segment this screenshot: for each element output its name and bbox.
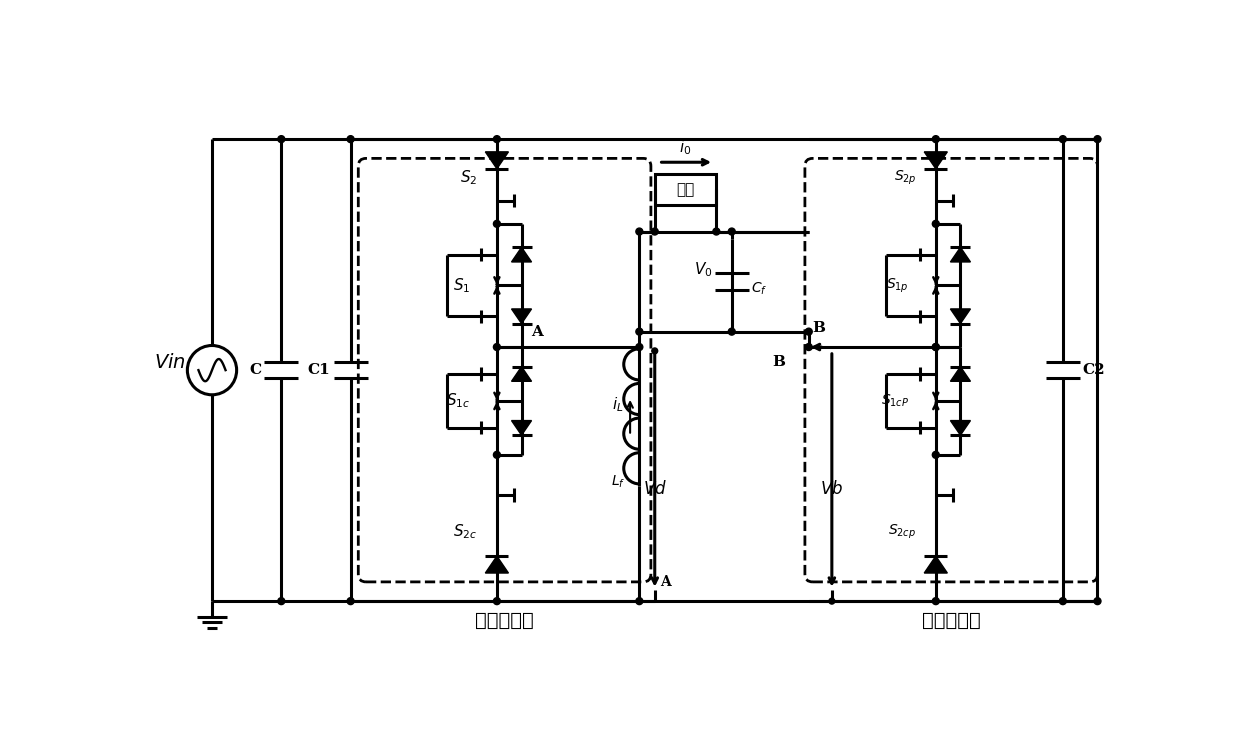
Circle shape bbox=[932, 135, 939, 143]
Circle shape bbox=[1059, 598, 1066, 604]
Circle shape bbox=[652, 348, 657, 354]
Text: $S_{2cp}$: $S_{2cp}$ bbox=[889, 523, 916, 541]
Circle shape bbox=[1094, 135, 1101, 143]
Circle shape bbox=[728, 228, 735, 235]
Text: $L_f$: $L_f$ bbox=[611, 474, 625, 490]
Circle shape bbox=[494, 598, 501, 604]
Polygon shape bbox=[950, 367, 971, 381]
Text: $V_0$: $V_0$ bbox=[694, 261, 713, 280]
Circle shape bbox=[278, 598, 285, 604]
Text: $\it{i}_0$: $\it{i}_0$ bbox=[680, 138, 692, 157]
Circle shape bbox=[494, 451, 501, 459]
Text: $\it{Vd}$: $\it{Vd}$ bbox=[644, 481, 667, 498]
Circle shape bbox=[494, 135, 501, 143]
Text: $S_{1c}$: $S_{1c}$ bbox=[445, 392, 470, 410]
Text: C2: C2 bbox=[1083, 363, 1106, 377]
Text: 负极性桥蟀: 负极性桥蟀 bbox=[921, 611, 981, 630]
Text: $S_{2p}$: $S_{2p}$ bbox=[894, 169, 916, 187]
Polygon shape bbox=[512, 247, 532, 262]
Text: 正极性桥蟀: 正极性桥蟀 bbox=[475, 611, 534, 630]
Text: $S_{1p}$: $S_{1p}$ bbox=[887, 276, 909, 294]
Polygon shape bbox=[485, 152, 508, 169]
Polygon shape bbox=[950, 247, 971, 262]
Text: A: A bbox=[532, 325, 543, 339]
Polygon shape bbox=[512, 420, 532, 435]
Text: $S_2$: $S_2$ bbox=[460, 169, 477, 187]
Text: $S_1$: $S_1$ bbox=[453, 276, 470, 295]
Circle shape bbox=[636, 344, 642, 350]
Text: $C_f$: $C_f$ bbox=[751, 281, 768, 297]
Text: A: A bbox=[660, 575, 671, 589]
Text: $S_{2c}$: $S_{2c}$ bbox=[454, 523, 477, 541]
Circle shape bbox=[636, 328, 642, 335]
Polygon shape bbox=[924, 152, 947, 169]
Text: C: C bbox=[249, 363, 262, 377]
Circle shape bbox=[728, 328, 735, 335]
Polygon shape bbox=[950, 420, 971, 435]
Circle shape bbox=[828, 598, 835, 604]
Circle shape bbox=[932, 598, 939, 604]
Circle shape bbox=[932, 344, 939, 350]
Text: $S_{1cP}$: $S_{1cP}$ bbox=[880, 393, 909, 409]
Text: $\it{Vb}$: $\it{Vb}$ bbox=[821, 481, 843, 498]
Circle shape bbox=[494, 220, 501, 227]
Circle shape bbox=[805, 344, 812, 350]
Circle shape bbox=[1094, 598, 1101, 604]
Polygon shape bbox=[924, 556, 947, 573]
Text: C1: C1 bbox=[308, 363, 331, 377]
Polygon shape bbox=[512, 309, 532, 324]
Text: 负载: 负载 bbox=[677, 182, 694, 197]
Circle shape bbox=[347, 598, 355, 604]
Circle shape bbox=[932, 451, 939, 459]
Circle shape bbox=[494, 344, 501, 350]
Text: B: B bbox=[773, 355, 786, 369]
Polygon shape bbox=[485, 556, 508, 573]
Circle shape bbox=[636, 228, 642, 235]
Circle shape bbox=[932, 344, 939, 350]
Polygon shape bbox=[512, 367, 532, 381]
Circle shape bbox=[636, 598, 642, 604]
Circle shape bbox=[651, 228, 658, 235]
Circle shape bbox=[347, 135, 355, 143]
Text: $\it{i}_L$: $\it{i}_L$ bbox=[613, 395, 624, 414]
Circle shape bbox=[1059, 135, 1066, 143]
Circle shape bbox=[932, 220, 939, 227]
Text: B: B bbox=[812, 322, 826, 336]
Circle shape bbox=[713, 228, 719, 235]
Bar bbox=[655, 174, 717, 205]
Circle shape bbox=[278, 135, 285, 143]
Polygon shape bbox=[950, 309, 971, 324]
Circle shape bbox=[805, 328, 812, 335]
Text: $\it{Vin}$: $\it{Vin}$ bbox=[154, 353, 186, 372]
